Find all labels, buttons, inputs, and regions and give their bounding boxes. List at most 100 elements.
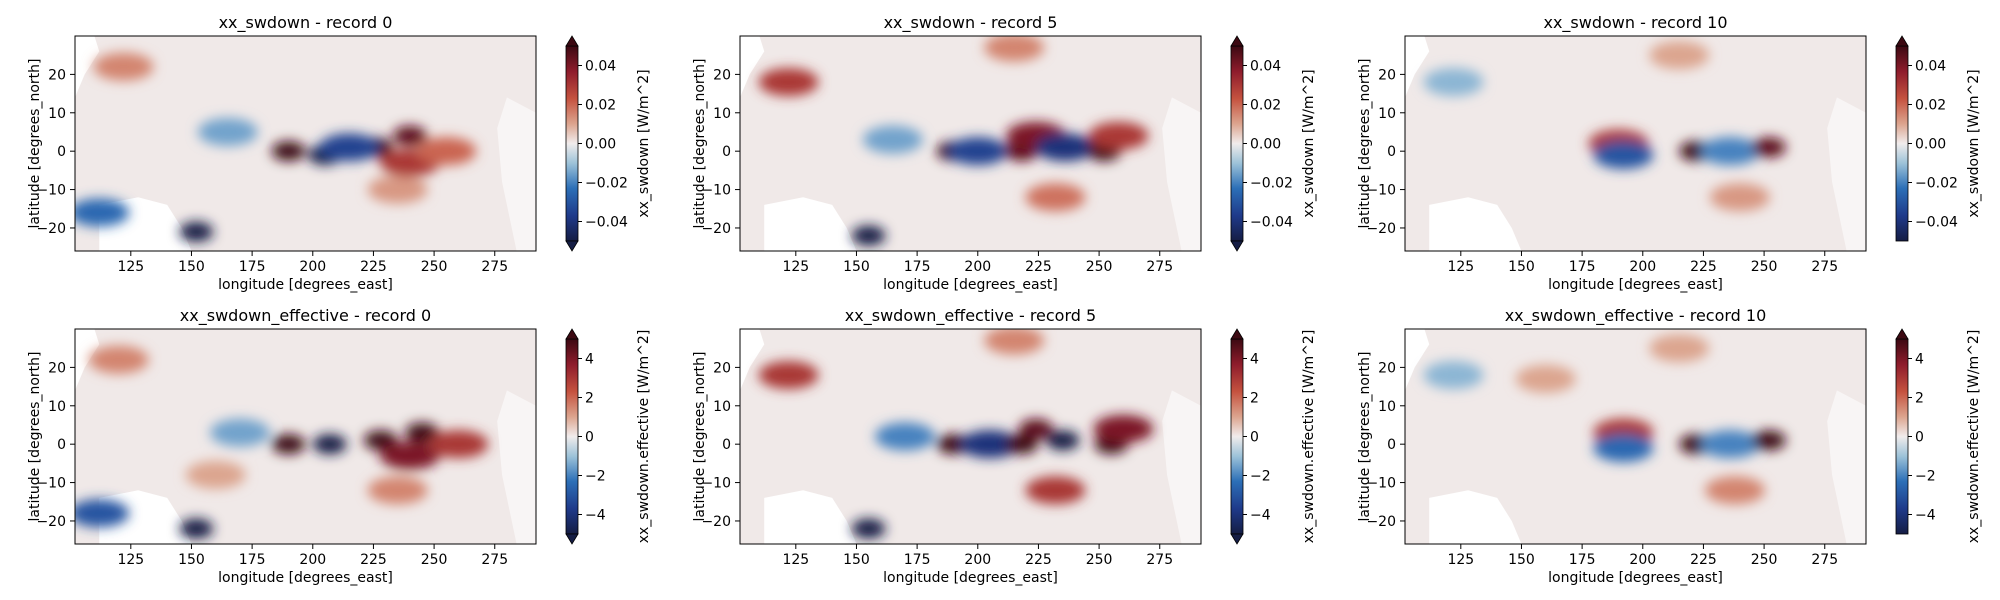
colorbar-extend-max [1895,328,1909,340]
anomaly-blob [416,137,477,166]
anomaly-layer [75,345,489,539]
chart-title: xx_swdown_effective - record 5 [845,306,1096,326]
panel-0: 125 150 175 200 225 250 275 −20 −10 0 10 20 xx_swdow… [27,13,652,293]
colorbar-extend-min [1230,533,1244,545]
anomaly-blob [312,434,347,455]
x-tick-label: 250 [1751,552,1778,568]
colorbar-tick-label: 4 [585,352,594,368]
y-tick-label: 20 [1378,67,1396,83]
x-tick-label: 225 [1025,259,1052,275]
y-tick-label: 0 [1387,437,1396,453]
anomaly-layer [1423,334,1786,505]
y-axis-label: latitude [degrees_north] [692,352,708,522]
x-tick-label: 125 [1447,259,1474,275]
colorbar-label: xx_swdown.effective [W/m^2] [1301,330,1317,544]
x-tick-label: 150 [178,552,205,568]
anomaly-blob [404,422,439,443]
y-tick-label: −20 [701,514,731,530]
y-tick-label: 20 [713,360,731,376]
colorbar-label: xx_swdown.effective [W/m^2] [1966,330,1982,544]
anomaly-blob [1019,418,1054,439]
panel-1: 125 150 175 200 225 250 275 −20 −10 0 10 20 xx_swdow… [692,13,1317,293]
anomaly-blob [428,430,489,459]
colorbar-tick-label: 0 [1250,430,1259,446]
anomaly-blob [947,137,1008,166]
colorbar-tick-label: 2 [1250,391,1259,407]
anomaly-blob [93,52,154,81]
heatmap-area [1405,329,1866,544]
x-tick-label: 250 [421,259,448,275]
anomaly-blob [179,221,214,242]
chart-title: xx_swdown - record 10 [1543,13,1727,33]
x-tick-label: 200 [964,259,991,275]
y-tick-label: −20 [1366,221,1396,237]
x-tick-label: 175 [904,259,931,275]
y-axis-label: latitude [degrees_north] [1357,59,1373,229]
x-tick-label: 150 [843,259,870,275]
anomaly-blob [1423,361,1484,390]
x-tick-label: 275 [481,259,508,275]
heatmap-area [75,329,536,544]
y-tick-label: 0 [722,437,731,453]
colorbar-gradient [565,338,579,535]
anomaly-blob [1035,133,1096,162]
y-tick-label: 20 [48,360,66,376]
x-tick-label: 275 [481,552,508,568]
x-axis-label: longitude [degrees_east] [218,277,393,293]
colorbar-label: xx_swdown.effective [W/m^2] [636,330,652,544]
anomaly-blob [851,225,886,246]
x-tick-label: 225 [1690,552,1717,568]
anomaly-layer [75,52,477,242]
x-tick-label: 175 [904,552,931,568]
x-tick-label: 200 [299,259,326,275]
colorbar-tick-label: −4 [1250,508,1271,524]
x-tick-label: 125 [117,552,144,568]
colorbar-gradient [1895,45,1909,242]
colorbar-tick-label: 0 [585,430,594,446]
colorbar-tick-label: 2 [585,391,594,407]
colorbar-tick-label: 0.04 [1915,59,1946,75]
x-tick-label: 200 [1629,259,1656,275]
colorbar-tick-label: 0 [1915,430,1924,446]
y-tick-label: 10 [713,399,731,415]
colorbar-tick-label: 0.02 [585,98,616,114]
panel-4: 125 150 175 200 225 250 275−20−1001020xx_swdow… [692,306,1317,586]
anomaly-blob [1593,141,1654,170]
anomaly-blob [1423,68,1484,97]
anomaly-blob [1025,476,1086,505]
anomaly-blob [1045,430,1080,451]
x-axis-label: longitude [degrees_east] [883,570,1058,586]
anomaly-blob [1649,41,1710,70]
y-tick-label: −20 [701,221,731,237]
y-tick-label: 10 [1378,106,1396,122]
plot-frame [739,35,1202,252]
colorbar-tick-label: 4 [1250,352,1259,368]
y-tick-label: 10 [713,106,731,122]
anomaly-blob [984,329,1045,355]
colorbar-extend-max [1895,35,1909,47]
anomaly-blob [758,361,819,390]
anomaly-blob [367,476,428,505]
plot-frame [74,35,537,252]
x-tick-label: 250 [421,552,448,568]
anomaly-blob [88,345,149,374]
colorbar-label: xx_swdown [W/m^2] [1966,69,1982,217]
land-mask [740,329,1201,544]
colorbar-tick-label: −2 [1250,469,1271,485]
x-tick-label: 225 [1690,259,1717,275]
y-tick-label: 0 [722,144,731,160]
x-tick-label: 125 [117,259,144,275]
anomaly-layer [758,36,1149,246]
anomaly-blob [1088,121,1149,150]
plot-frame [1404,35,1867,252]
colorbar: −0.04 −0.02 0.00 0.02 0.04 xx_swdown [W/m^2] [1895,35,1982,242]
y-tick-label: 20 [713,67,731,83]
x-tick-label: 175 [1569,552,1596,568]
y-tick-label: 20 [48,67,66,83]
x-tick-label: 150 [1508,259,1535,275]
colorbar-tick-label: −2 [1915,469,1936,485]
y-tick-label: −10 [701,476,731,492]
x-tick-label: 250 [1086,552,1113,568]
x-tick-label: 200 [299,552,326,568]
colorbar-gradient [1895,338,1909,535]
